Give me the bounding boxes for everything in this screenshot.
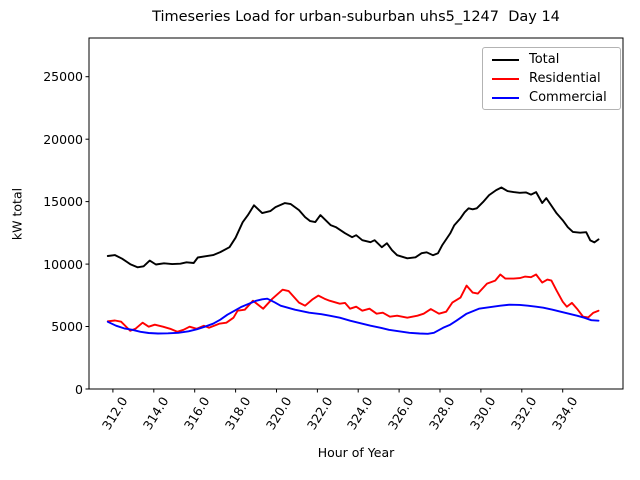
commercial-line-swatch bbox=[492, 96, 519, 99]
x-axis-label: Hour of Year bbox=[317, 445, 395, 460]
y-tick-label: 0 bbox=[75, 381, 83, 397]
chart-title: Timeseries Load for urban-suburban uhs5_… bbox=[152, 9, 560, 25]
residential-line bbox=[106, 273, 600, 333]
legend-label: Total bbox=[529, 52, 560, 67]
residential-line-swatch bbox=[492, 77, 519, 80]
y-tick-label: 25000 bbox=[43, 69, 83, 85]
y-tick-label: 20000 bbox=[43, 131, 83, 147]
legend-label: Residential bbox=[529, 71, 601, 86]
y-tick-label: 10000 bbox=[43, 256, 83, 272]
legend-label: Commercial bbox=[529, 90, 607, 105]
y-tick-label: 15000 bbox=[43, 194, 83, 210]
axes-frame bbox=[88, 37, 624, 390]
legend-item-commercial: Commercial bbox=[483, 89, 620, 107]
y-tick-label: 5000 bbox=[51, 319, 83, 335]
legend-item-residential: Residential bbox=[483, 70, 620, 88]
total-line-swatch bbox=[492, 58, 519, 61]
total-line bbox=[106, 186, 600, 269]
commercial-line bbox=[106, 297, 600, 335]
legend: Total Residential Commercial bbox=[482, 47, 621, 110]
legend-item-total: Total bbox=[483, 51, 620, 69]
